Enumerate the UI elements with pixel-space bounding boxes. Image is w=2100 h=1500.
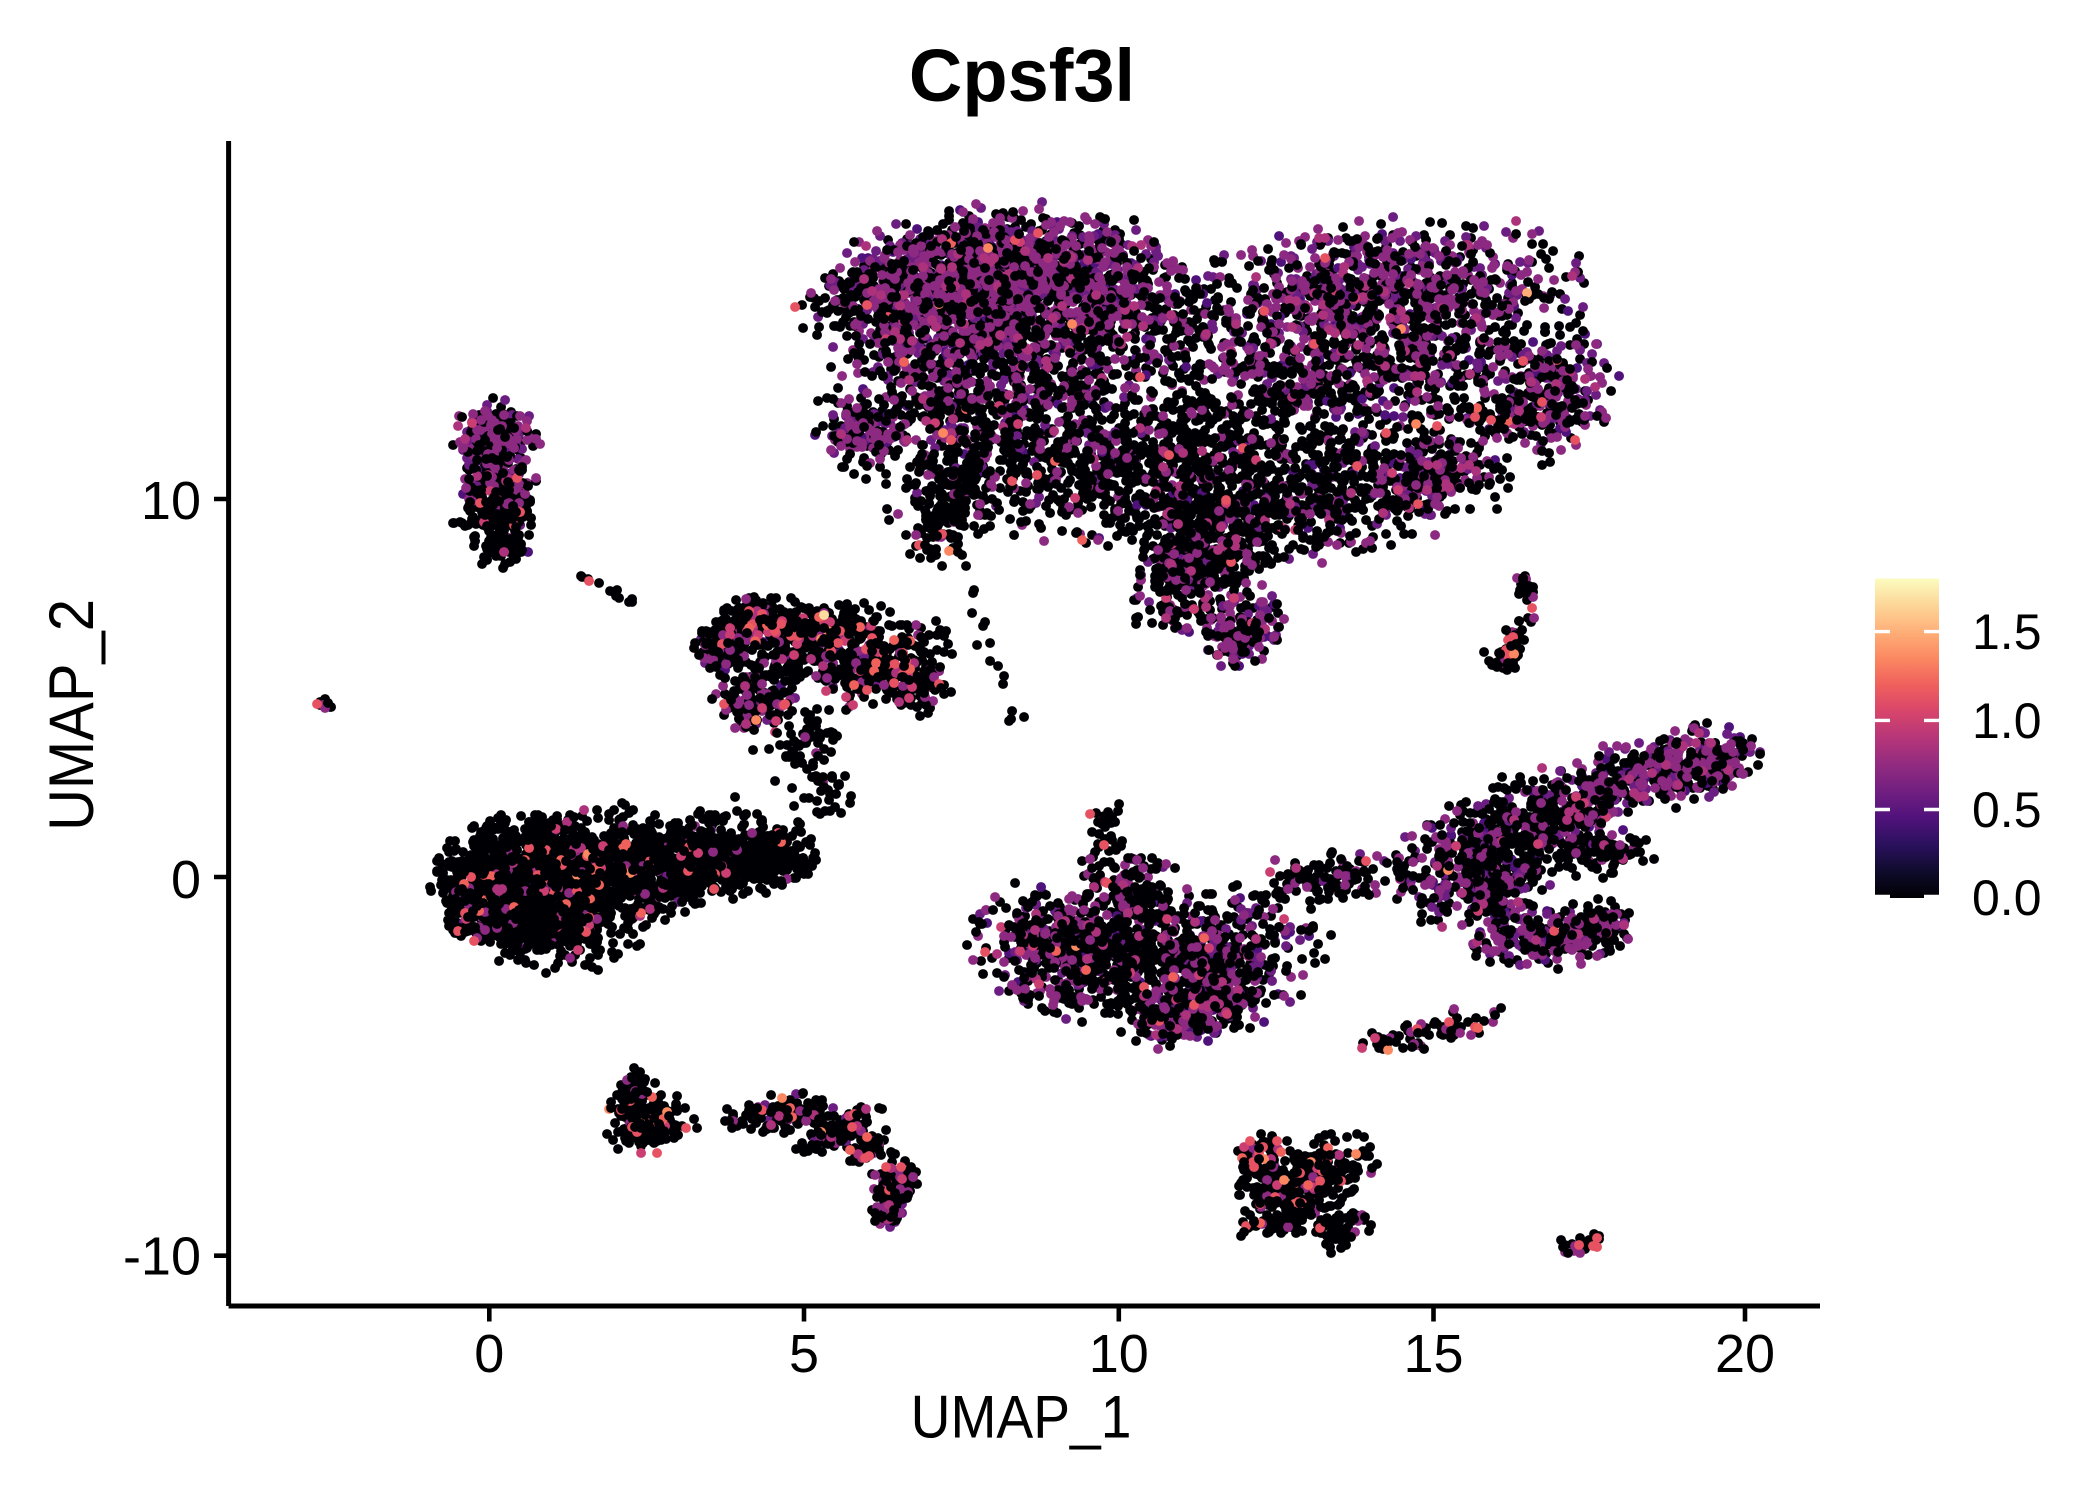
svg-text:5: 5 [789, 1324, 819, 1384]
svg-text:1.5: 1.5 [1972, 604, 2042, 660]
svg-text:Cpsf3l: Cpsf3l [909, 34, 1135, 117]
svg-text:UMAP_1: UMAP_1 [911, 1384, 1132, 1451]
svg-text:0.0: 0.0 [1972, 870, 2042, 926]
svg-text:UMAP_2: UMAP_2 [36, 599, 107, 831]
svg-text:0: 0 [171, 850, 201, 910]
svg-text:1.0: 1.0 [1972, 693, 2042, 749]
svg-text:10: 10 [1089, 1324, 1149, 1384]
svg-text:0.5: 0.5 [1972, 782, 2042, 838]
svg-text:20: 20 [1715, 1324, 1775, 1384]
svg-text:15: 15 [1403, 1324, 1463, 1384]
svg-text:-10: -10 [123, 1227, 201, 1287]
svg-text:10: 10 [141, 471, 201, 531]
svg-text:0: 0 [474, 1324, 504, 1384]
